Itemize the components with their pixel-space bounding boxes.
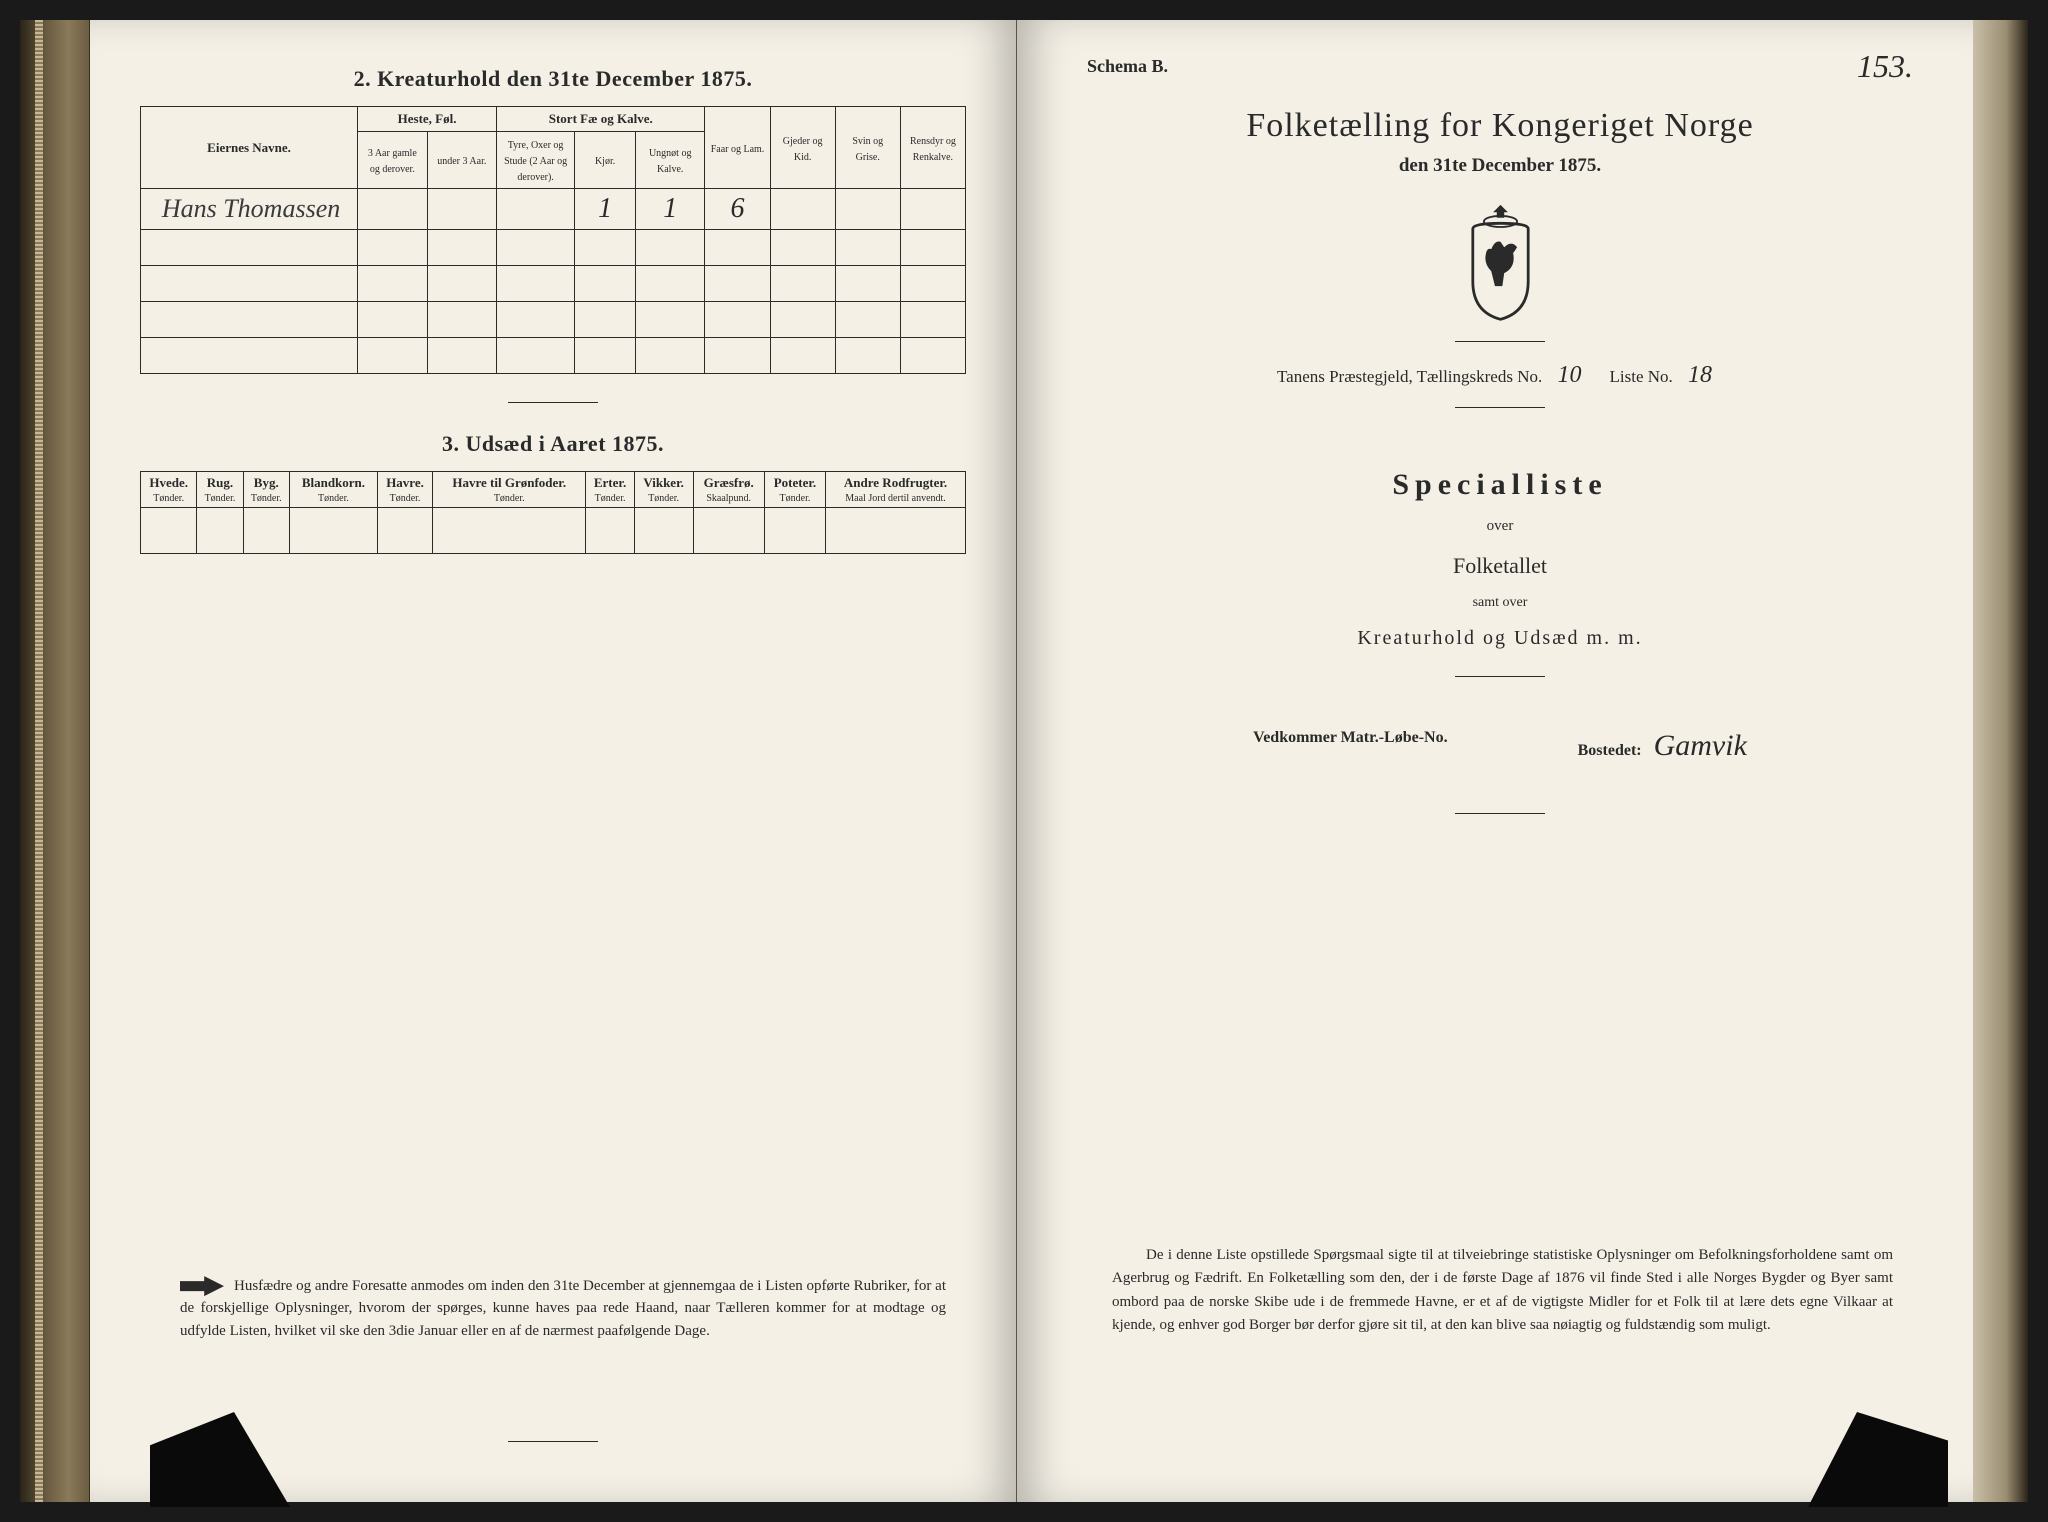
cell-faar: 6	[705, 189, 770, 230]
page-corner-shadow	[1808, 1412, 1948, 1507]
table-row	[141, 302, 966, 338]
cell-heste-b	[427, 189, 496, 230]
col-erter: Erter.Tønder.	[586, 472, 634, 508]
table-row	[141, 266, 966, 302]
cell-ungnot: 1	[635, 189, 704, 230]
book-spread: 2. Kreaturhold den 31te December 1875. E…	[20, 20, 2028, 1502]
section2-title: 2. Kreaturhold den 31te December 1875.	[140, 66, 966, 92]
col-hvede: Hvede.Tønder.	[141, 472, 197, 508]
schema-label: Schema B.	[1087, 56, 1913, 77]
left-page: 2. Kreaturhold den 31te December 1875. E…	[90, 20, 1017, 1502]
col-group-stortfae: Stort Fæ og Kalve.	[497, 107, 705, 132]
over-label: over	[1087, 518, 1913, 535]
book-spine	[20, 20, 90, 1502]
col-blandkorn: Blandkorn.Tønder.	[289, 472, 377, 508]
divider	[1455, 813, 1545, 814]
bostedet-group: Bostedet: Gamvik	[1578, 729, 1747, 763]
col-vikker: Vikker.Tønder.	[634, 472, 693, 508]
cell-svin	[835, 189, 900, 230]
divider	[1455, 407, 1545, 408]
owner-name: Hans Thomassen	[141, 189, 358, 230]
col-svin: Svin og Grise.	[835, 107, 900, 189]
col-havre: Havre.Tønder.	[377, 472, 432, 508]
specialliste-title: Specialliste	[1087, 468, 1913, 502]
table-row	[141, 338, 966, 374]
pointing-hand-icon	[180, 1276, 224, 1296]
cell-gjeder	[770, 189, 835, 230]
book-edge	[1973, 20, 2028, 1502]
cell-stort-a	[497, 189, 575, 230]
col-faar: Faar og Lam.	[705, 107, 770, 189]
col-byg: Byg.Tønder.	[243, 472, 289, 508]
divider	[1455, 341, 1545, 342]
census-title: Folketælling for Kongeriget Norge	[1087, 107, 1913, 145]
bostedet-label: Bostedet:	[1578, 742, 1642, 759]
kreaturhold-label: Kreaturhold og Udsæd m. m.	[1087, 627, 1913, 650]
col-graesfro: Græsfrø.Skaalpund.	[693, 472, 764, 508]
kreds-number: 10	[1547, 362, 1593, 389]
table-row	[141, 508, 966, 554]
col-gjeder: Gjeder og Kid.	[770, 107, 835, 189]
divider	[508, 1441, 598, 1442]
matr-bostedet-row: Vedkommer Matr.-Løbe-No. Bostedet: Gamvi…	[1087, 729, 1913, 763]
col-ungnot: Ungnøt og Kalve.	[635, 132, 704, 189]
coat-of-arms-icon	[1453, 203, 1548, 323]
page-corner-shadow	[150, 1412, 290, 1507]
folketallet-label: Folketallet	[1087, 553, 1913, 579]
left-footnote-text: Husfædre og andre Foresatte anmodes om i…	[180, 1278, 946, 1339]
col-poteter: Poteter.Tønder.	[764, 472, 825, 508]
col-eiernes-navne: Eiernes Navne.	[141, 107, 358, 189]
left-footnote: Husfædre og andre Foresatte anmodes om i…	[180, 1275, 946, 1343]
col-havre-gron: Havre til Grønfoder.Tønder.	[433, 472, 586, 508]
samt-label: samt over	[1087, 595, 1913, 611]
bostedet-value: Gamvik	[1654, 729, 1747, 762]
divider	[508, 402, 598, 403]
table-row: Hans Thomassen 1 1 6	[141, 189, 966, 230]
matr-label: Vedkommer Matr.-Løbe-No.	[1253, 729, 1448, 763]
liste-label: Liste No.	[1610, 367, 1673, 386]
folio-number: 153.	[1857, 48, 1913, 85]
udsaed-table: Hvede.Tønder. Rug.Tønder. Byg.Tønder. Bl…	[140, 471, 966, 554]
cell-kjor: 1	[575, 189, 636, 230]
census-subtitle: den 31te December 1875.	[1087, 155, 1913, 177]
col-rug: Rug.Tønder.	[197, 472, 243, 508]
right-footnote-text: De i denne Liste opstillede Spørgsmaal s…	[1112, 1244, 1893, 1337]
col-rensdyr: Rensdyr og Renkalve.	[900, 107, 965, 189]
col-heste-under3: under 3 Aar.	[427, 132, 496, 189]
cell-ren	[900, 189, 965, 230]
seed-header-row: Hvede.Tønder. Rug.Tønder. Byg.Tønder. Bl…	[141, 472, 966, 508]
table-row	[141, 230, 966, 266]
col-heste-3aar: 3 Aar gamle og derover.	[358, 132, 427, 189]
col-tyre: Tyre, Oxer og Stude (2 Aar og derover).	[497, 132, 575, 189]
liste-number: 18	[1677, 362, 1723, 389]
parish-prefix: Tanens Præstegjeld, Tællingskreds No.	[1277, 367, 1542, 386]
cell-heste-a	[358, 189, 427, 230]
right-footnote: De i denne Liste opstillede Spørgsmaal s…	[1112, 1244, 1893, 1337]
col-group-heste: Heste, Føl.	[358, 107, 497, 132]
parish-line: Tanens Præstegjeld, Tællingskreds No. 10…	[1087, 362, 1913, 389]
right-page: Schema B. 153. Folketælling for Kongerig…	[1017, 20, 1973, 1502]
col-andre-rod: Andre Rodfrugter.Maal Jord dertil anvend…	[826, 472, 966, 508]
section3-title: 3. Udsæd i Aaret 1875.	[140, 431, 966, 457]
kreaturhold-table: Eiernes Navne. Heste, Føl. Stort Fæ og K…	[140, 106, 966, 374]
col-kjor: Kjør.	[575, 132, 636, 189]
divider	[1455, 676, 1545, 677]
